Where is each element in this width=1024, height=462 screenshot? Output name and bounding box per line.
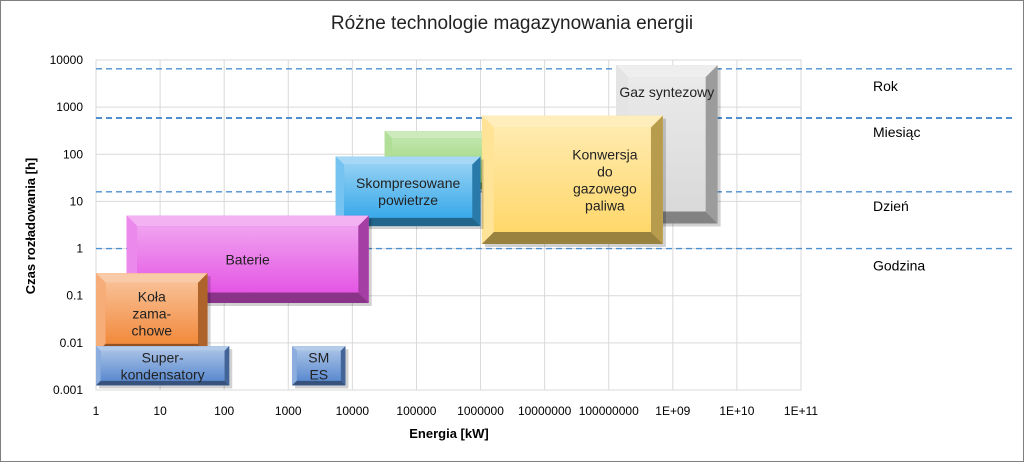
box-kołazama-chowe: Koła zama-chowe [96, 273, 211, 357]
box-label: SM ES [308, 349, 329, 382]
technology-boxes: Gaz syntezowyElektrowniepompoweKonwersja… [96, 65, 721, 389]
reference-lines: Rok Miesiąc Dzień Godzina [96, 68, 1013, 274]
box-bevel-left [292, 346, 297, 386]
box-label-line: powietrze [378, 192, 438, 208]
box-bevel-bottom [292, 380, 346, 386]
box-face [493, 127, 651, 233]
box-label-line: Baterie [225, 251, 270, 267]
box-label: Skompresowane powietrze [356, 175, 460, 208]
x-tick-label: 1 [93, 404, 100, 418]
box-label-line: chowe [132, 322, 173, 338]
box-bevel-bottom [96, 380, 230, 386]
box-label-line: SM [308, 349, 329, 365]
x-tick-label: 1E+10 [719, 404, 754, 418]
box-bevel-bottom [481, 232, 663, 245]
box-face [100, 350, 225, 381]
box-label: Baterie [225, 251, 270, 267]
x-axis-title: Energia [kW] [409, 426, 488, 441]
box-bevel-top [126, 215, 369, 227]
box-bevel-bottom [335, 217, 481, 227]
box-bevel-top [96, 273, 208, 283]
y-tick-label: 0.1 [66, 289, 83, 303]
box-label-line: paliwa [585, 197, 625, 213]
y-tick-label: 0.001 [53, 383, 83, 397]
box-bevel-left [96, 346, 101, 386]
box-bevel-top [292, 346, 346, 351]
box-label-line: do [597, 163, 613, 179]
box-bevel-right [224, 346, 230, 386]
y-tick-label: 1000 [56, 100, 83, 114]
y-tick-label: 100 [63, 147, 83, 161]
x-tick-label: 1E+11 [784, 404, 818, 418]
box-label-line: Koła [138, 288, 166, 304]
box-bevel-left [335, 156, 345, 227]
box-bevel-right [650, 115, 663, 245]
box-label-line: Gaz syntezowy [619, 84, 714, 100]
box-face [344, 164, 473, 218]
y-tick-label: 1 [76, 242, 83, 256]
box-bevel-top [616, 65, 718, 78]
y-axis-title: Czas rozładowania [h] [23, 158, 38, 295]
box-bevel-right [197, 273, 208, 354]
box-label-line: zama- [132, 305, 171, 321]
reference-label: Dzień [873, 198, 909, 214]
box-bevel-top [96, 346, 230, 351]
box-konwersjadogazowegopaliwa: Konwersja do gazowego paliwa [481, 115, 666, 248]
box-super-kondensatory: Super-kondensatory [96, 346, 233, 389]
x-tick-label: 100 [214, 404, 234, 418]
box-skompresowanepowietrze: Skompresowane powietrze [335, 156, 484, 230]
box-label-line: Super- [142, 349, 184, 365]
y-tick-label: 10 [70, 194, 84, 208]
x-tick-label: 10000 [336, 404, 370, 418]
box-bevel-top [335, 156, 481, 165]
box-bevel-right [472, 156, 481, 227]
x-tick-label: 100000 [396, 404, 436, 418]
x-tick-label: 1000000 [457, 404, 504, 418]
x-tick-label: 1000 [275, 404, 302, 418]
box-label-line: Konwersja [572, 146, 638, 162]
box-bevel-right [358, 215, 369, 304]
box-bevel-left [96, 273, 106, 354]
box-bevel-left [481, 115, 494, 245]
x-tick-label: 1E+09 [655, 404, 690, 418]
x-tick-label: 100000000 [579, 404, 639, 418]
box-label-line: ES [309, 366, 328, 382]
box-label: Koła zama-chowe [132, 288, 173, 338]
box-label-line: Skompresowane [356, 175, 460, 191]
axes: 1 10 100 1000 10000 100000 1000000 10000000 1000… [50, 53, 819, 418]
box-bevel-right [340, 346, 346, 386]
box-face [296, 350, 341, 381]
reference-label: Godzina [873, 258, 925, 274]
y-tick-label: 10000 [50, 53, 84, 67]
reference-label: Miesiąc [873, 124, 920, 140]
box-bevel-top [481, 115, 663, 128]
box-face [105, 282, 198, 344]
box-label-line: kondensatory [121, 366, 205, 382]
x-tick-label: 10000000 [518, 404, 572, 418]
chart-title: Różne technologie magazynowania energii [331, 13, 693, 34]
box-label-line: gazowego [573, 180, 637, 196]
reference-label: Rok [873, 78, 899, 94]
box-smes: SM ES [292, 346, 349, 389]
box-label: Gaz syntezowy [619, 84, 714, 100]
x-tick-label: 10 [153, 404, 167, 418]
box-bevel-right [705, 65, 718, 224]
box-label: Konwersja do gazowego paliwa [572, 146, 638, 213]
box-label: Super-kondensatory [121, 349, 205, 382]
y-tick-label: 0.01 [60, 336, 84, 350]
